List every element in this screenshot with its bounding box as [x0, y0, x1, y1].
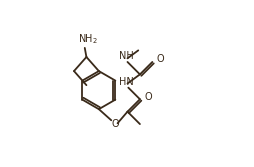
Text: NH: NH — [119, 51, 134, 61]
Text: NH$_2$: NH$_2$ — [78, 32, 98, 46]
Text: O: O — [157, 54, 165, 64]
Text: O: O — [145, 92, 152, 102]
Text: O: O — [112, 119, 119, 129]
Text: HN: HN — [119, 76, 134, 87]
